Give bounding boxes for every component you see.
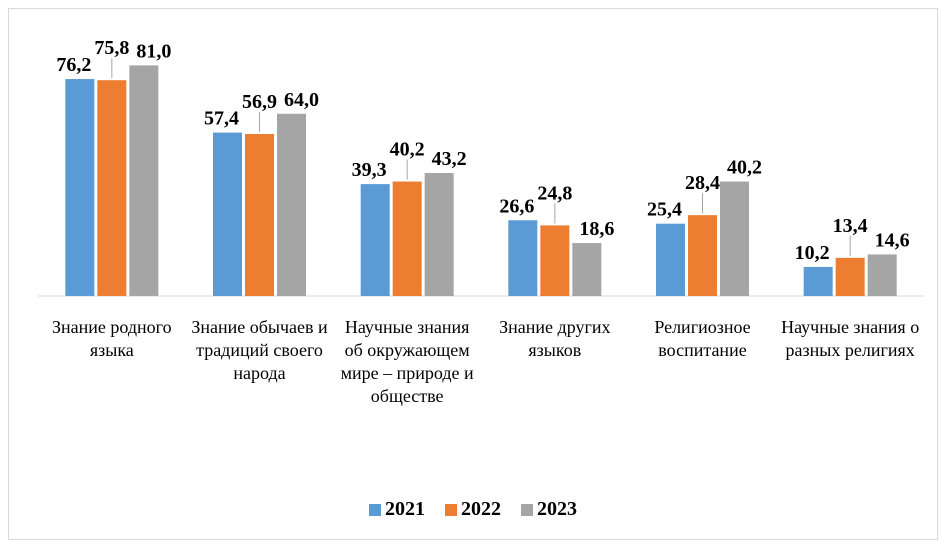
- bar: [540, 225, 570, 296]
- data-label: 75,8: [94, 37, 129, 59]
- x-tick-label: Научные знания об окружающем мире – прир…: [340, 317, 474, 406]
- data-label: 39,3: [352, 159, 387, 181]
- data-label: 25,4: [647, 199, 682, 221]
- data-label: 18,6: [579, 218, 614, 240]
- legend-label: 2023: [537, 498, 577, 520]
- data-label: 28,4: [685, 172, 720, 194]
- legend-swatch: [445, 503, 457, 516]
- data-label: 40,2: [390, 139, 425, 161]
- bar: [720, 181, 749, 296]
- data-label: 57,4: [204, 108, 239, 130]
- data-label: 64,0: [284, 89, 319, 111]
- data-label: 24,8: [537, 182, 572, 204]
- legend-item: 2023: [521, 498, 577, 521]
- legend-label: 2021: [385, 498, 425, 520]
- legend: 2021 2022 2023: [0, 498, 946, 521]
- x-tick-label: Религиозное воспитание: [654, 317, 751, 360]
- bar: [656, 223, 685, 296]
- bar: [392, 181, 422, 296]
- x-tick-label: Знание родного языка: [52, 317, 172, 360]
- bar: [97, 80, 127, 297]
- legend-swatch: [521, 503, 533, 516]
- legend-swatch: [369, 503, 381, 516]
- bar: [65, 79, 95, 297]
- bar: [572, 243, 602, 296]
- data-label: 26,6: [499, 195, 534, 217]
- x-tick-label: Знание других языков: [499, 317, 611, 360]
- bar: [688, 215, 717, 296]
- data-label: 56,9: [242, 91, 277, 113]
- bar: [360, 184, 390, 296]
- legend-label: 2022: [461, 498, 501, 520]
- data-label: 76,2: [56, 54, 91, 76]
- legend-item: 2022: [445, 498, 501, 521]
- x-tick-label: Знание обычаев и традиций своего народа: [191, 317, 328, 383]
- bar: [277, 113, 306, 296]
- bar: [835, 257, 865, 296]
- bar: [508, 220, 538, 296]
- bar: [424, 173, 454, 296]
- x-tick-label: Научные знания о разных религиях: [781, 317, 920, 360]
- bar: [245, 134, 274, 296]
- data-label: 13,4: [833, 215, 868, 237]
- frame: [8, 8, 938, 540]
- bar: [213, 132, 242, 296]
- data-label: 43,2: [432, 148, 467, 170]
- data-label: 14,6: [875, 229, 910, 251]
- bar: [867, 254, 897, 296]
- data-label: 10,2: [795, 242, 830, 264]
- bar: [803, 266, 833, 296]
- bar: [129, 65, 159, 296]
- legend-item: 2021: [369, 498, 425, 521]
- data-label: 40,2: [727, 157, 762, 179]
- data-label: 81,0: [136, 40, 171, 62]
